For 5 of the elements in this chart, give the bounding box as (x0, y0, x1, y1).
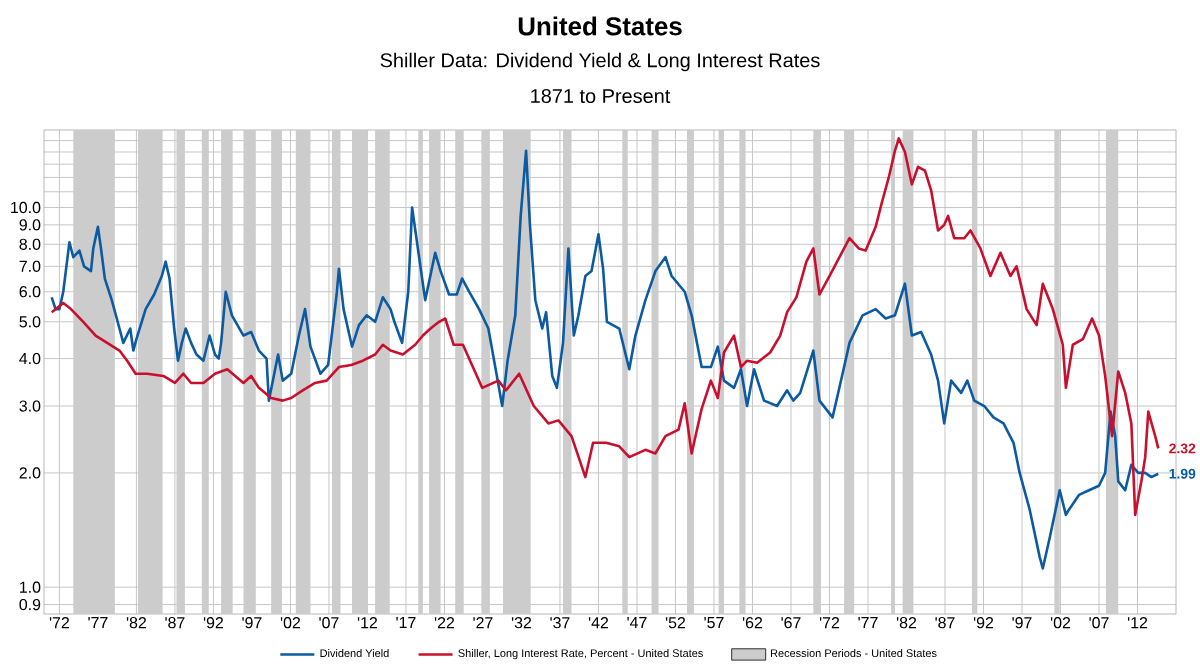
line-series (50, 149, 1160, 570)
chart-title: United States (518, 16, 682, 36)
line-series (50, 137, 1160, 517)
chart-subtitle: Shiller Data: Dividend Yield & Long Interest Rates (380, 52, 820, 72)
text: 1871 to Present (531, 89, 671, 104)
